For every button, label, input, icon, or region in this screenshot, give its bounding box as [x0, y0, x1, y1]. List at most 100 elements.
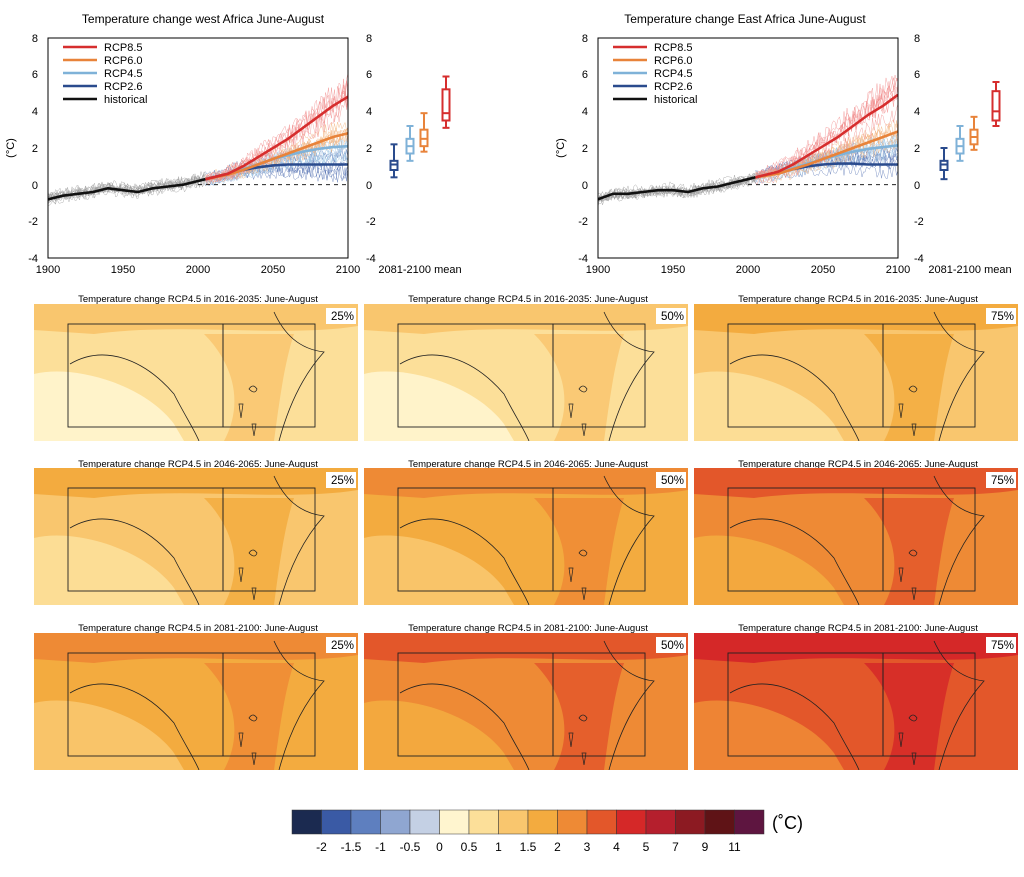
y-tick-label: 0 [32, 180, 38, 192]
x-axis: 1900 1950 2000 2050 2100 [36, 264, 360, 276]
colorbar-tick-label: 1.5 [520, 840, 537, 854]
lakes [238, 714, 258, 766]
region-box-east [552, 323, 646, 428]
colorbar-swatch [557, 809, 588, 835]
cool-region [34, 535, 184, 605]
percentile-label: 75% [991, 311, 1014, 323]
y-tick-label: 2 [32, 143, 38, 155]
percentile-label: 75% [991, 475, 1014, 487]
warm-region [694, 304, 1018, 334]
colorbar-swatch [409, 809, 440, 835]
y-axis-title: (°C) [555, 138, 567, 158]
ts-panel-east-africa: Temperature change East Africa June-Augu… [555, 12, 1012, 276]
legend: RCP8.5 RCP6.0 RCP4.5 RCP2.6 historical [63, 42, 147, 106]
series-line-rcp60 [755, 130, 898, 179]
colorbar-swatch [468, 809, 499, 835]
plot-frame [47, 37, 349, 259]
x-tick-label: 2100 [336, 264, 360, 276]
colorbar-swatch [527, 809, 558, 835]
box-rcp85 [991, 90, 1001, 122]
y-tick-label: -2 [28, 216, 38, 228]
map-panel: Temperature change RCP4.5 in 2081-2100: … [694, 623, 1018, 770]
warm-region [204, 663, 294, 770]
legend-label: historical [654, 94, 697, 106]
warm-region [694, 633, 1018, 663]
warm-region [34, 304, 358, 334]
y-tick-label: -2 [578, 216, 588, 228]
percentile-label: 25% [331, 311, 354, 323]
map-title: Temperature change RCP4.5 in 2081-2100: … [738, 623, 978, 634]
y-tick-label: 0 [582, 180, 588, 192]
percentile-label-bg [986, 308, 1016, 324]
warm-region [364, 304, 688, 334]
warm-region [534, 498, 624, 605]
cool-region [364, 700, 514, 770]
lakes [568, 714, 588, 766]
box-axis-label: 2081-2100 mean [928, 264, 1011, 276]
colorbar-tick-label: -1.5 [341, 840, 362, 854]
map-panel: Temperature change RCP4.5 in 2046-2065: … [364, 459, 688, 605]
region-box-east [222, 323, 316, 428]
x-tick-label: 2100 [886, 264, 910, 276]
coastline [399, 311, 655, 441]
map-field [694, 633, 1018, 770]
warm-region [34, 468, 358, 498]
map-panel: Temperature change RCP4.5 in 2016-2035: … [364, 294, 688, 441]
map-title: Temperature change RCP4.5 in 2046-2065: … [78, 459, 318, 470]
lakes [238, 385, 258, 437]
colorbar: (˚C) -2 -1.5 -1 -0.5 0 0.5 1 1.5 2 3 4 5 7 9 11 [291, 809, 803, 854]
x-tick-label: 2000 [186, 264, 210, 276]
y-axis-title: (°C) [5, 138, 17, 158]
map-field [34, 468, 358, 605]
ensemble-member-line [205, 83, 348, 181]
warm-region [694, 468, 1018, 498]
colorbar-swatch [645, 809, 676, 835]
map-field [34, 633, 358, 770]
x-tick-label: 1900 [586, 264, 610, 276]
y-tick-label: -4 [578, 253, 588, 265]
coastline [69, 311, 325, 441]
coastline [399, 475, 655, 605]
ensemble-member-line [755, 163, 898, 184]
coastline [729, 640, 985, 770]
y-tick-label: 6 [32, 69, 38, 81]
percentile-label: 25% [331, 475, 354, 487]
y-tick-label-right: 6 [366, 69, 372, 81]
lakes [898, 385, 918, 437]
y-tick-label-right: 0 [914, 180, 920, 192]
map-field [364, 304, 688, 441]
map-title: Temperature change RCP4.5 in 2046-2065: … [408, 459, 648, 470]
colorbar-tick-label: -0.5 [400, 840, 421, 854]
y-tick-label-right: -4 [366, 253, 376, 265]
y-tick-label-right: -4 [914, 253, 924, 265]
colorbar-tick-label: 1 [495, 840, 502, 854]
percentile-label: 50% [661, 475, 684, 487]
map-panel: Temperature change RCP4.5 in 2081-2100: … [34, 623, 358, 770]
map-field [364, 633, 688, 770]
percentile-label-bg [986, 637, 1016, 653]
colorbar-tick-label: 4 [613, 840, 620, 854]
lakes [238, 549, 258, 601]
warm-region [364, 633, 688, 663]
colorbar-swatch [291, 809, 322, 835]
coastline [69, 640, 325, 770]
colorbar-tick-label: 3 [584, 840, 591, 854]
percentile-label-bg [656, 637, 686, 653]
y-tick-label-right: 4 [914, 106, 920, 118]
legend-label: RCP6.0 [654, 55, 693, 67]
map-field [34, 304, 358, 441]
map-title: Temperature change RCP4.5 in 2016-2035: … [738, 294, 978, 305]
colorbar-tick-label: -1 [375, 840, 386, 854]
percentile-label: 50% [661, 640, 684, 652]
coastline [399, 640, 655, 770]
ts-title: Temperature change west Africa June-Augu… [82, 12, 325, 26]
colorbar-tick-label: 2 [554, 840, 561, 854]
x-tick-label: 1950 [111, 264, 135, 276]
coastline [729, 311, 985, 441]
y-tick-label: 8 [32, 33, 38, 45]
warm-region [364, 468, 688, 498]
region-box-east [882, 487, 976, 592]
y-axis-right: -4 -2 0 2 4 6 8 [366, 33, 376, 265]
y-tick-label-right: 4 [366, 106, 372, 118]
y-tick-label-right: -2 [914, 216, 924, 228]
